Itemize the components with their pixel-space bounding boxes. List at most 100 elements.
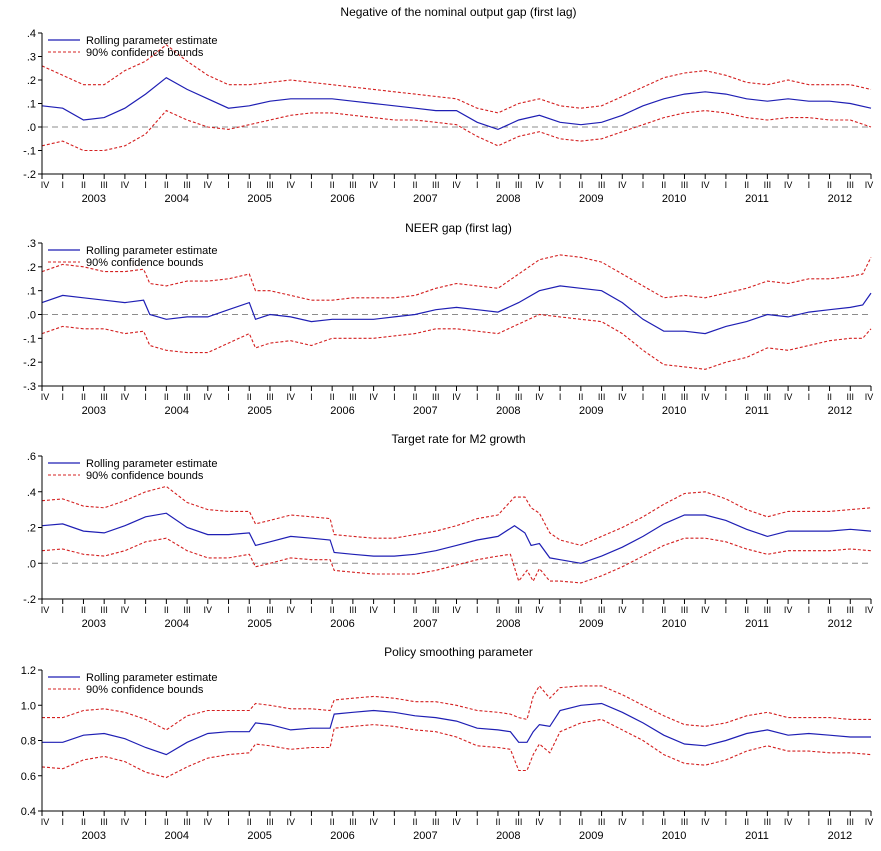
x-quarter-label: IV (701, 605, 710, 615)
x-quarter-label: IV (369, 392, 378, 402)
x-quarter-label: II (81, 605, 86, 615)
series-line-estimate (41, 512, 872, 564)
x-quarter-label: II (827, 392, 832, 402)
x-quarter-label: III (100, 392, 108, 402)
x-quarter-label: IV (452, 180, 461, 190)
x-quarter-label: II (661, 392, 666, 402)
y-tick-label: 1.0 (21, 700, 36, 712)
y-tick-label: -.2 (23, 357, 36, 369)
x-quarter-label: I (227, 605, 230, 615)
x-quarter-label: III (266, 392, 274, 402)
x-year-label: 2010 (662, 830, 686, 842)
x-year-label: 2006 (330, 618, 354, 630)
legend-label-bounds: 90% confidence bounds (86, 684, 204, 696)
x-quarter-label: IV (701, 180, 710, 190)
x-year-label: 2010 (662, 618, 686, 630)
x-quarter-label: I (476, 392, 479, 402)
x-quarter-label: II (330, 605, 335, 615)
legend-label-bounds: 90% confidence bounds (86, 257, 204, 269)
x-quarter-label: II (164, 605, 169, 615)
x-year-label: 2008 (496, 830, 520, 842)
y-tick-label: .2 (27, 75, 36, 87)
x-quarter-label: IV (204, 605, 213, 615)
x-quarter-label: II (578, 605, 583, 615)
y-tick-label: 0.6 (21, 771, 36, 783)
x-year-label: 2010 (662, 405, 686, 417)
x-quarter-label: I (310, 392, 313, 402)
x-quarter-label: IV (121, 392, 130, 402)
y-tick-label: .4 (27, 487, 36, 499)
x-quarter-label: IV (865, 605, 874, 615)
x-year-label: 2006 (330, 405, 354, 417)
x-quarter-label: I (393, 817, 396, 827)
y-tick-label: -.1 (23, 146, 36, 158)
series-line-lower-bound (41, 718, 872, 779)
x-quarter-label: III (598, 392, 606, 402)
y-tick-label: 0.4 (21, 806, 36, 818)
y-tick-label: 1.2 (21, 665, 36, 677)
x-quarter-label: III (432, 605, 440, 615)
x-quarter-label: III (515, 605, 523, 615)
x-year-label: 2007 (413, 830, 437, 842)
x-quarter-label: III (681, 605, 689, 615)
series-line-estimate (42, 702, 871, 756)
x-year-label: 2003 (82, 618, 106, 630)
x-quarter-label: II (247, 817, 252, 827)
x-year-label: 2011 (745, 193, 769, 205)
x-quarter-label: I (310, 817, 313, 827)
x-quarter-label: III (100, 180, 108, 190)
series-line-estimate (41, 76, 872, 131)
x-quarter-label: II (81, 180, 86, 190)
x-year-label: 2009 (579, 193, 603, 205)
x-quarter-label: I (808, 180, 811, 190)
y-tick-label: .0 (27, 122, 36, 134)
x-quarter-label: II (81, 392, 86, 402)
series-line-lower-bound (41, 313, 872, 370)
x-quarter-label: IV (121, 605, 130, 615)
x-quarter-label: IV (369, 180, 378, 190)
x-quarter-label: I (559, 392, 562, 402)
x-quarter-label: II (164, 392, 169, 402)
x-quarter-label: IV (452, 605, 461, 615)
legend-label-estimate: Rolling parameter estimate (86, 458, 217, 470)
x-quarter-label: II (495, 180, 500, 190)
x-quarter-label: II (827, 605, 832, 615)
x-quarter-label: II (413, 817, 418, 827)
x-quarter-label: III (847, 180, 855, 190)
x-quarter-label: III (681, 180, 689, 190)
x-year-label: 2009 (579, 618, 603, 630)
x-quarter-label: III (349, 180, 357, 190)
x-quarter-label: IV (535, 817, 544, 827)
x-quarter-label: I (310, 605, 313, 615)
x-quarter-label: III (681, 817, 689, 827)
legend-label-estimate: Rolling parameter estimate (86, 245, 217, 257)
x-quarter-label: III (598, 180, 606, 190)
y-tick-label: .3 (27, 52, 36, 64)
x-quarter-label: III (681, 392, 689, 402)
x-quarter-label: IV (369, 817, 378, 827)
x-quarter-label: II (495, 605, 500, 615)
x-quarter-label: IV (286, 605, 295, 615)
x-year-label: 2012 (828, 193, 852, 205)
x-quarter-label: III (598, 605, 606, 615)
x-quarter-label: IV (701, 392, 710, 402)
y-tick-label: .2 (27, 262, 36, 274)
series-line-upper-bound (42, 684, 871, 731)
y-tick-label: -.3 (23, 381, 36, 393)
x-quarter-label: II (247, 392, 252, 402)
x-quarter-label: I (808, 817, 811, 827)
x-quarter-label: III (100, 605, 108, 615)
x-quarter-label: I (725, 180, 728, 190)
x-year-label: 2011 (745, 405, 769, 417)
x-quarter-label: IV (618, 392, 627, 402)
x-year-label: 2012 (828, 618, 852, 630)
x-quarter-label: IV (41, 817, 50, 827)
legend-label-estimate: Rolling parameter estimate (86, 672, 217, 684)
x-year-label: 2004 (164, 830, 188, 842)
x-quarter-label: IV (784, 817, 793, 827)
y-tick-label: .0 (27, 558, 36, 570)
y-tick-label: .2 (27, 523, 36, 535)
x-quarter-label: I (393, 180, 396, 190)
series-line-upper-bound (41, 485, 872, 546)
